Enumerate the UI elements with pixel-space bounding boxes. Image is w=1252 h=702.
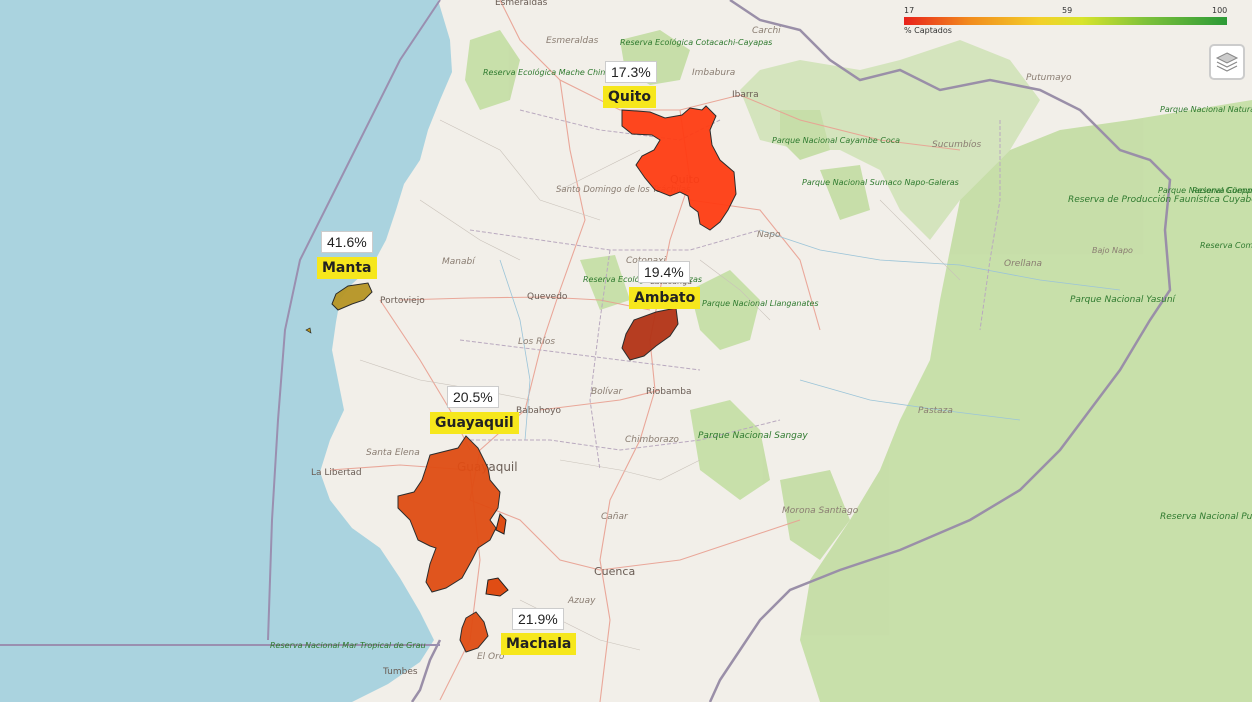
region-quito[interactable] [621, 105, 737, 231]
choropleth-regions [305, 105, 737, 653]
province-label: Putumayo [1026, 73, 1072, 83]
region-guayaquil-east [495, 513, 507, 535]
province-label: Napo [757, 230, 781, 240]
park-label: Parque Nacional Sangay [698, 431, 808, 441]
maritime-boundary [0, 0, 441, 646]
country-borders [410, 0, 1172, 702]
layers-control-button[interactable] [1209, 44, 1245, 80]
region-manta[interactable] [331, 282, 373, 311]
pct-label-manta: 41.6% [321, 231, 373, 253]
city-label-ambato[interactable]: Ambato [629, 287, 701, 309]
province-label: Santo Domingo de los Tsáchilas [556, 185, 691, 195]
province-label: Carchi [752, 26, 781, 36]
park-label: Parque Nacional Güeppí-Sekime [1158, 186, 1252, 195]
city-label: Ibarra [732, 90, 759, 100]
province-label: Esmeraldas [546, 36, 599, 46]
province-label: Los Ríos [518, 337, 555, 347]
region-guayaquil[interactable] [397, 435, 501, 593]
park-label: Reserva de Producción Faunística Cuyaben… [1068, 194, 1252, 205]
province-label: Imbabura [692, 68, 735, 78]
region-ambato[interactable] [621, 307, 679, 361]
city-label: Tumbes [382, 667, 418, 677]
province-label: Orellana [1004, 259, 1042, 269]
province-label: Cañar [601, 512, 629, 522]
park-label: Parque Nacional Sumaco Napo-Galeras [802, 178, 959, 187]
region-manta-islet [305, 327, 312, 334]
city-label: Cuenca [594, 565, 635, 578]
city-label: Quevedo [527, 292, 568, 302]
province-label: Azuay [567, 596, 596, 606]
layers-icon [1215, 52, 1239, 72]
legend-max-label: 100 [1212, 6, 1228, 15]
province-label: El Oro [477, 652, 505, 662]
city-label: Portoviejo [380, 296, 425, 306]
city-label: Esmeraldas [495, 0, 548, 8]
rivers [499, 229, 1121, 441]
province-label: Manabí [442, 257, 476, 267]
province-label: Pastaza [918, 406, 953, 416]
pct-label-guayaquil: 20.5% [447, 386, 499, 408]
park-label: Reserva Ecológica Mache Chindul [483, 67, 618, 77]
city-label-guayaquil[interactable]: Guayaquil [430, 412, 519, 434]
province-label: Sucumbíos [932, 140, 982, 150]
park-label: Parque Nacional Yasuní [1070, 295, 1177, 305]
park-label: Reserva Comunal Huimeki [1192, 186, 1252, 195]
park-label: Parque Nacional Natural La Paya [1160, 105, 1252, 114]
legend-min-label: 17 [904, 6, 915, 15]
legend-mid-label: 59 [1062, 6, 1073, 15]
city-label-quito[interactable]: Quito [603, 86, 656, 108]
park-label: Reserva Comunal Airo Pai [1200, 241, 1252, 250]
park-label: Parque Nacional Llanganates [702, 299, 819, 308]
park-label: Reserva Nacional Pucacuro [1160, 512, 1252, 522]
city-label: Babahoyo [516, 406, 561, 416]
pct-label-quito: 17.3% [605, 61, 657, 83]
province-label: Bolívar [591, 387, 624, 397]
province-label: Santa Elena [366, 448, 420, 458]
legend-color-ramp [904, 17, 1227, 25]
province-label: Morona Santiago [782, 506, 859, 516]
park-label: Reserva Nacional Mar Tropical de Grau [270, 641, 426, 650]
city-label: La Libertad [311, 468, 362, 478]
color-legend: 17 59 100 % Captados [900, 6, 1230, 36]
region-machala-north [485, 577, 509, 597]
park-label: Parque Nacional Cayambe Coca [772, 136, 900, 145]
city-label-manta[interactable]: Manta [317, 257, 377, 279]
pct-label-ambato: 19.4% [638, 261, 690, 283]
province-label: Chimborazo [625, 435, 679, 445]
provincial-borders [459, 109, 1001, 471]
forest-areas [465, 30, 1252, 702]
pct-label-machala: 21.9% [512, 608, 564, 630]
river-label: Bajo Napo [1092, 246, 1133, 255]
city-label: Riobamba [646, 387, 691, 397]
region-machala[interactable] [459, 611, 489, 653]
city-label-machala[interactable]: Machala [501, 633, 577, 655]
park-label: Reserva Ecológica Cotacachi-Cayapas [620, 37, 772, 47]
legend-caption: % Captados [904, 26, 952, 35]
